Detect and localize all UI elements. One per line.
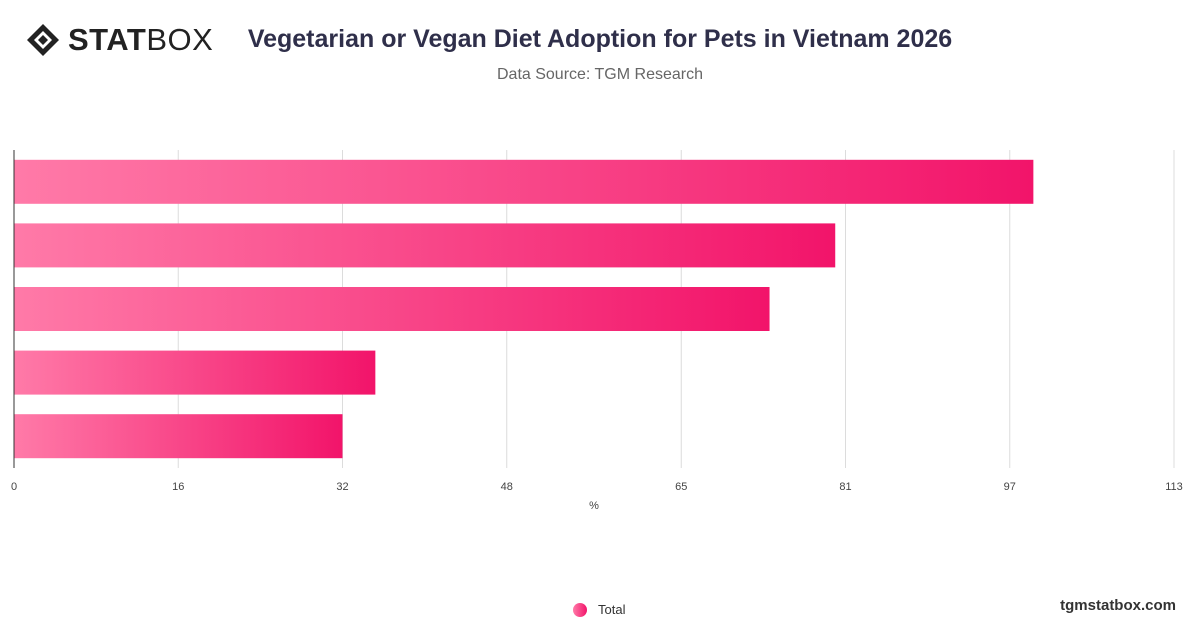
x-tick-label: 97 (1004, 481, 1016, 493)
logo-text-bold: STAT (68, 22, 147, 57)
bar[interactable] (14, 223, 836, 268)
logo-text-light: BOX (146, 22, 214, 57)
x-tick-label: 48 (501, 481, 513, 493)
bar[interactable] (14, 287, 770, 331)
site-url[interactable]: tgmstatbox.com (1060, 597, 1176, 614)
bar[interactable] (14, 159, 1034, 204)
diamond-logo-icon (27, 24, 59, 56)
x-tick-label: 113 (1165, 481, 1183, 493)
logo-text: STATBOX (68, 22, 213, 58)
x-tick-label: 16 (172, 481, 184, 493)
bar[interactable] (14, 414, 343, 459)
x-tick-label: 81 (839, 481, 851, 493)
bar[interactable] (14, 350, 376, 395)
legend-marker-dot (573, 602, 587, 617)
x-tick-label: 32 (336, 481, 348, 493)
chart-legend[interactable]: Total (573, 602, 625, 617)
legend-label-total: Total (598, 602, 626, 617)
x-tick-label: 65 (675, 481, 687, 493)
chart-subtitle: Data Source: TGM Research (496, 66, 703, 83)
x-tick-label: 0 (11, 481, 17, 493)
chart-header: Vegetarian or Vegan Diet Adoption for Pe… (240, 24, 960, 84)
x-axis-label: % (589, 500, 599, 512)
brand-logo[interactable]: STATBOX (26, 22, 213, 58)
chart-title: Vegetarian or Vegan Diet Adoption for Pe… (247, 25, 953, 53)
